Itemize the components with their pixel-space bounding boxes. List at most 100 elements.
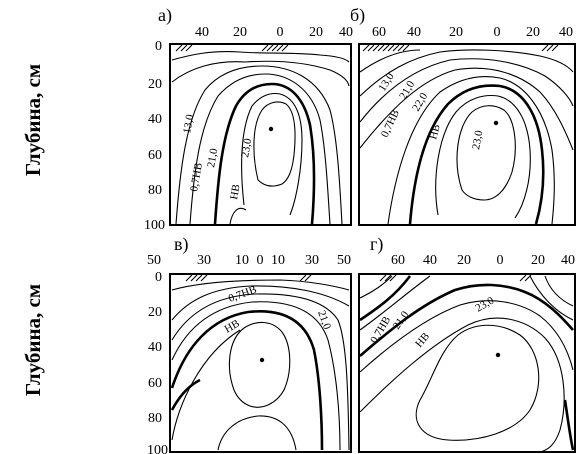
panel-a-contour	[171, 51, 350, 63]
panel-d-contour	[359, 275, 431, 331]
panel-d-top-tick: 40	[561, 253, 575, 268]
panel-c-contour	[171, 301, 341, 451]
panel-c-top-tick: 30	[197, 253, 211, 268]
depth-tick: 80	[148, 411, 162, 426]
panel-b-contour-label: 22,0	[410, 90, 430, 113]
panel-b-contour-hv	[408, 84, 545, 225]
panel-d-contour-label: 21,0	[391, 309, 412, 332]
panel-a-contour-label: 13,0	[181, 113, 196, 135]
panel-d-top-tick: 60	[391, 253, 405, 268]
panel-c-contour	[171, 285, 350, 321]
y-axis-label-top: Глубина, см	[21, 64, 45, 176]
panel-c-point	[259, 357, 265, 363]
depth-tick: 60	[148, 148, 162, 163]
panel-d-contour	[415, 324, 540, 441]
panel-c-top-tick: 0	[257, 253, 264, 268]
panel-d-top-tick: 0	[497, 253, 504, 268]
panel-d-top-tick: 20	[531, 253, 545, 268]
depth-tick: 40	[148, 112, 162, 127]
panel-c-contour	[170, 378, 201, 411]
depth-tick: 60	[148, 376, 162, 391]
panel-a-frame	[169, 43, 352, 226]
panel-a-top-tick: 20	[233, 25, 247, 40]
panel-b-frame	[358, 43, 576, 226]
panel-c-contour	[171, 279, 350, 291]
panel-b-letter: б)	[350, 5, 365, 26]
depth-tick: 0	[155, 270, 162, 285]
panel-d-frame	[358, 273, 576, 453]
panel-b-contour-label: 13,0	[376, 70, 397, 93]
panel-a-contour-label: НВ	[228, 183, 242, 200]
panel-b-top-tick: 20	[526, 25, 540, 40]
panel-b-contour-label: 21,0	[397, 78, 417, 101]
panel-d-top-tick: 40	[423, 253, 437, 268]
depth-tick: 40	[148, 340, 162, 355]
panel-b-top-tick: 40	[559, 25, 573, 40]
panel-c-contour-hv	[170, 310, 324, 451]
panel-b-top-tick: 40	[407, 25, 421, 40]
depth-tick: 20	[148, 77, 162, 92]
panel-b: б) 60 40 20 0 20 40 13,0 0,7НВ 21,0 22,0…	[350, 5, 576, 226]
panel-b-contour	[456, 105, 516, 201]
panel-c-contour	[171, 329, 241, 441]
panel-a-contour	[241, 92, 303, 216]
panel-a-contour-label: 21,0	[205, 147, 220, 169]
panel-d: г) 60 40 20 0 20 40 0,7НВ 21,0 НВ 23,0	[358, 234, 576, 453]
panel-c-top-tick: 30	[305, 253, 319, 268]
panel-c-contour-label: 21,0	[315, 309, 333, 332]
panel-a-top-tick: 0	[277, 25, 284, 40]
panel-d-contour	[359, 283, 574, 357]
panel-d-letter: г)	[370, 234, 383, 255]
panel-b-contour	[359, 49, 421, 73]
panel-a-top-tick: 40	[339, 25, 353, 40]
depth-tick: 20	[148, 305, 162, 320]
panel-c-top-tick: 50	[337, 253, 351, 268]
panel-a-contour	[253, 101, 296, 187]
panel-b-surface-hatch	[362, 44, 559, 52]
panel-b-contour	[387, 75, 555, 225]
depth-tick: 100	[147, 443, 168, 454]
panel-d-contour	[359, 275, 393, 299]
panel-d-top-tick: 20	[457, 253, 471, 268]
panel-d-surface-hatch	[379, 274, 532, 282]
panel-a-contour	[229, 207, 247, 225]
panel-c-contour	[171, 293, 350, 451]
panel-d-contour	[544, 275, 574, 307]
panel-b-contour	[435, 94, 531, 219]
panel-a-top-tick: 40	[195, 25, 209, 40]
panel-d-contour	[359, 317, 565, 453]
panel-c-contour	[217, 415, 297, 451]
depth-tick: 100	[144, 218, 165, 233]
panel-a-point	[268, 126, 274, 132]
depth-tick: 0	[155, 39, 162, 54]
panel-a-contour-hv	[213, 82, 316, 225]
panel-c-top-tick: 50	[147, 253, 161, 268]
panel-a: а) 40 20 0 20 40 0 20 40 60 80 100 13,0 …	[144, 5, 353, 233]
panel-b-contour-label: 0,7НВ	[379, 108, 402, 139]
panel-b-contour-label: НВ	[427, 123, 443, 141]
panel-b-top-tick: 0	[494, 25, 501, 40]
panel-b-point	[493, 120, 499, 126]
depth-tick: 80	[148, 183, 162, 198]
panel-b-contour	[359, 49, 574, 97]
panel-a-contour-label: 23,0	[239, 137, 254, 159]
panel-c-frame	[169, 273, 352, 453]
panel-a-contour	[171, 60, 350, 87]
panel-c: в) 50 30 10 0 10 30 50 0 20 40 60 80 100…	[147, 234, 352, 454]
panel-b-contour	[359, 58, 574, 123]
panel-d-contour	[529, 275, 574, 321]
panel-c-top-tick: 10	[235, 253, 249, 268]
panel-b-top-tick: 60	[372, 25, 386, 40]
panel-a-contour-label: 0,7НВ	[188, 162, 205, 193]
panel-a-top-tick: 20	[309, 25, 323, 40]
panel-c-contour	[228, 321, 291, 408]
panel-d-point	[495, 352, 501, 358]
panel-a-contour	[189, 73, 331, 225]
y-axis-label-bottom: Глубина, см	[21, 284, 45, 396]
panel-b-contour-label: 23,0	[470, 129, 485, 151]
panel-b-top-tick: 20	[449, 25, 463, 40]
panel-d-contour	[359, 300, 574, 373]
panel-a-surface-hatch	[175, 44, 289, 52]
panel-a-contour	[175, 65, 343, 225]
panel-d-contour	[359, 275, 412, 322]
